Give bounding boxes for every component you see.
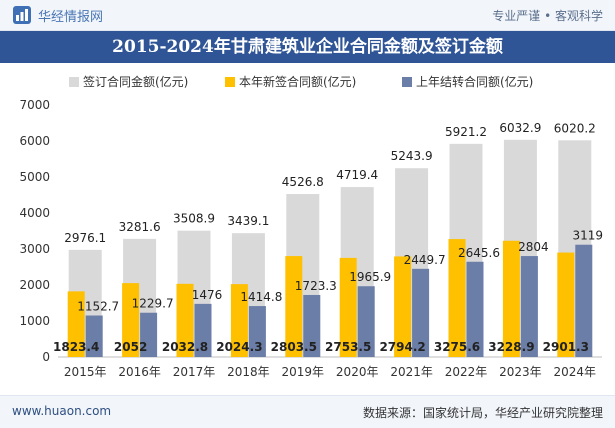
data-label-total: 6020.2: [554, 121, 596, 135]
data-label-total: 4719.4: [336, 168, 378, 182]
legend-swatch-carried: [402, 77, 412, 87]
bar-carried: [85, 315, 103, 357]
legend-swatch-total: [69, 77, 79, 87]
bar-carried: [140, 312, 158, 357]
data-label-carried: 2449.7: [404, 253, 446, 267]
y-tick-label: 7000: [19, 98, 50, 112]
bar-new: [230, 284, 248, 357]
brand-logo-icon: [13, 6, 31, 24]
bar-new: [394, 256, 412, 357]
bar-carried: [412, 268, 430, 357]
legend-swatch-new: [225, 77, 235, 87]
data-label-total: 4526.8: [282, 175, 324, 189]
footer-website: www.huaon.com: [12, 404, 112, 418]
y-tick-label: 0: [42, 350, 50, 364]
chart-legend: 签订合同金额(亿元) 本年新签合同额(亿元) 上年结转合同额(亿元): [0, 72, 615, 92]
bar-carried: [575, 244, 593, 357]
bar-carried: [303, 294, 321, 357]
legend-label-carried: 上年结转合同额(亿元): [416, 75, 534, 89]
x-tick-label: 2017年: [173, 365, 216, 379]
bar-new: [176, 283, 194, 357]
x-tick-label: 2016年: [118, 365, 161, 379]
x-tick-label: 2023年: [499, 365, 542, 379]
y-tick-label: 2000: [19, 278, 50, 292]
bar-new: [122, 283, 140, 357]
legend-label-total: 签订合同金额(亿元): [83, 75, 189, 89]
data-label-carried: 1152.7: [77, 300, 119, 314]
bar-carried: [357, 286, 375, 357]
x-tick-label: 2022年: [445, 365, 488, 379]
data-label-new: 3228.9: [488, 340, 534, 354]
data-label-new: 2753.5: [325, 340, 371, 354]
data-label-total: 3439.1: [227, 214, 269, 228]
data-label-carried: 1723.3: [295, 279, 337, 293]
y-tick-label: 3000: [19, 242, 50, 256]
data-label-new: 2803.5: [271, 340, 317, 354]
data-label-carried: 1414.8: [240, 290, 282, 304]
footer-bar: www.huaon.com 数据来源：国家统计局，华经产业研究院整理: [0, 395, 615, 428]
data-label-new: 3275.6: [434, 340, 480, 354]
data-label-carried: 3119: [573, 229, 604, 243]
data-label-carried: 2804: [518, 240, 549, 254]
data-label-carried: 2645.6: [458, 246, 500, 260]
data-label-new: 2052: [114, 340, 147, 354]
data-label-total: 5921.2: [445, 125, 487, 139]
data-label-total: 6032.9: [499, 121, 541, 135]
bar-new: [285, 256, 303, 357]
chart-title: 2015-2024年甘肃建筑业企业合同金额及签订金额: [112, 37, 503, 57]
y-tick-label: 1000: [19, 314, 50, 328]
data-label-new: 2032.8: [162, 340, 208, 354]
brand-tagline: 专业严谨 • 客观科学: [492, 9, 603, 23]
x-tick-label: 2021年: [390, 365, 433, 379]
legend-label-new: 本年新签合同额(亿元): [239, 75, 357, 89]
data-label-new: 1823.4: [53, 340, 99, 354]
x-tick-label: 2019年: [282, 365, 325, 379]
top-bar: 华经情报网 专业严谨 • 客观科学: [0, 0, 615, 31]
x-tick-label: 2024年: [554, 365, 597, 379]
data-label-carried: 1965.9: [349, 270, 391, 284]
bar-new: [557, 252, 575, 357]
bar-new: [502, 240, 520, 357]
data-label-total: 5243.9: [391, 149, 433, 163]
title-bar: 2015-2024年甘肃建筑业企业合同金额及签订金额: [0, 31, 615, 63]
x-tick-label: 2018年: [227, 365, 270, 379]
data-label-total: 3508.9: [173, 212, 215, 226]
data-label-carried: 1229.7: [132, 297, 174, 311]
data-label-new: 2794.2: [379, 340, 425, 354]
data-label-new: 2901.3: [543, 340, 589, 354]
bar-new: [448, 239, 466, 357]
x-tick-label: 2020年: [336, 365, 379, 379]
data-label-total: 2976.1: [64, 231, 106, 245]
y-tick-label: 4000: [19, 206, 50, 220]
x-tick-label: 2015年: [64, 365, 107, 379]
data-label-carried: 1476: [192, 288, 223, 302]
brand-name: 华经情报网: [38, 10, 104, 25]
footer-source: 数据来源：国家统计局，华经产业研究院整理: [362, 406, 603, 420]
bar-carried: [520, 256, 538, 357]
data-label-new: 2024.3: [216, 340, 262, 354]
y-tick-label: 6000: [19, 134, 50, 148]
bar-new: [339, 257, 357, 357]
bar-carried: [466, 261, 484, 357]
bar-carried: [194, 303, 212, 357]
bar-carried: [248, 306, 266, 357]
y-tick-label: 5000: [19, 170, 50, 184]
data-label-total: 3281.6: [119, 220, 161, 234]
bar-new: [67, 291, 85, 357]
